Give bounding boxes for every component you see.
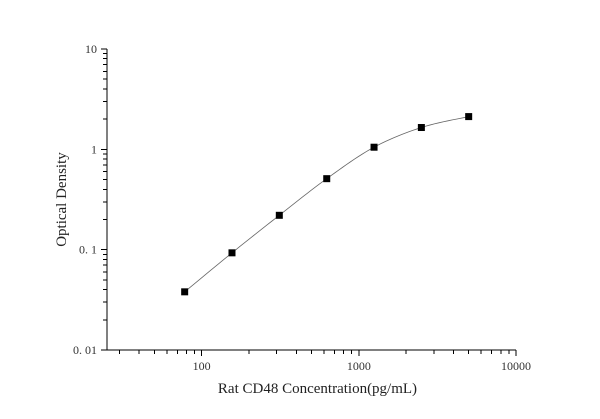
data-point xyxy=(228,249,236,257)
y-tick-label: 0. 01 xyxy=(73,343,97,357)
data-point xyxy=(323,175,331,183)
y-tick-label: 0. 1 xyxy=(79,243,97,257)
data-point xyxy=(465,113,473,121)
data-point xyxy=(275,211,283,219)
data-point xyxy=(181,288,189,296)
curve-layer xyxy=(184,116,469,293)
ticks-layer xyxy=(101,48,517,356)
axes-layer xyxy=(106,49,516,351)
y-tick-label: 1 xyxy=(91,142,97,156)
fit-curve xyxy=(184,116,469,293)
y-tick-label: 10 xyxy=(85,42,97,56)
data-points-layer xyxy=(181,113,473,296)
y-axis-title: Optical Density xyxy=(54,152,70,247)
data-point xyxy=(370,143,378,151)
x-tick-label: 1000 xyxy=(347,359,371,373)
data-point xyxy=(417,124,425,132)
x-tick-label: 10000 xyxy=(501,359,531,373)
tick-labels-layer: 100 1000 10000 0. 01 0. 1 1 10 xyxy=(73,42,531,373)
x-tick-label: 100 xyxy=(193,359,211,373)
x-axis-title: Rat CD48 Concentration(pg/mL) xyxy=(218,381,417,397)
